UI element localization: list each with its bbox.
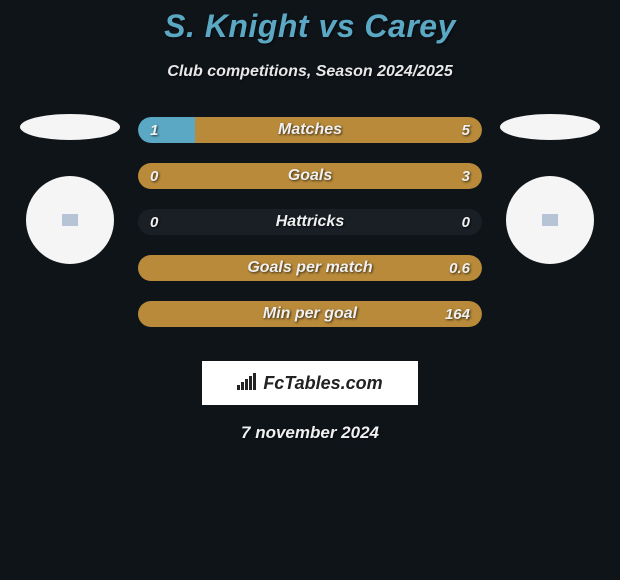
stat-label: Min per goal bbox=[138, 301, 482, 327]
player-right-column bbox=[490, 117, 610, 347]
stat-bar: Goals per match0.6 bbox=[138, 255, 482, 281]
stat-bar: Min per goal164 bbox=[138, 301, 482, 327]
main-layout: 1Matches50Goals30Hattricks0Goals per mat… bbox=[0, 117, 620, 347]
stat-bars: 1Matches50Goals30Hattricks0Goals per mat… bbox=[130, 117, 490, 347]
comparison-widget: S. Knight vs Carey Club competitions, Se… bbox=[0, 0, 620, 443]
stat-label: Goals bbox=[138, 163, 482, 189]
date-label: 7 november 2024 bbox=[0, 423, 620, 443]
player-right-avatar bbox=[506, 176, 594, 264]
stat-value-right: 0.6 bbox=[449, 255, 470, 281]
stat-bar: 0Hattricks0 bbox=[138, 209, 482, 235]
subtitle: Club competitions, Season 2024/2025 bbox=[0, 63, 620, 81]
stat-value-right: 3 bbox=[462, 163, 470, 189]
stat-label: Matches bbox=[138, 117, 482, 143]
avatar-placeholder-icon bbox=[62, 214, 78, 226]
brand-text: FcTables.com bbox=[263, 373, 382, 394]
player-left-name-pill bbox=[20, 114, 120, 140]
player-left-avatar bbox=[26, 176, 114, 264]
brand-badge[interactable]: FcTables.com bbox=[202, 361, 418, 405]
player-left-column bbox=[10, 117, 130, 347]
stat-value-right: 5 bbox=[462, 117, 470, 143]
avatar-placeholder-icon bbox=[542, 214, 558, 226]
stat-bar: 0Goals3 bbox=[138, 163, 482, 189]
stat-value-right: 164 bbox=[445, 301, 470, 327]
player-right-name-pill bbox=[500, 114, 600, 140]
stat-bar: 1Matches5 bbox=[138, 117, 482, 143]
stat-value-right: 0 bbox=[462, 209, 470, 235]
signal-bars-icon bbox=[237, 372, 259, 395]
stat-label: Hattricks bbox=[138, 209, 482, 235]
stat-label: Goals per match bbox=[138, 255, 482, 281]
page-title: S. Knight vs Carey bbox=[0, 8, 620, 45]
